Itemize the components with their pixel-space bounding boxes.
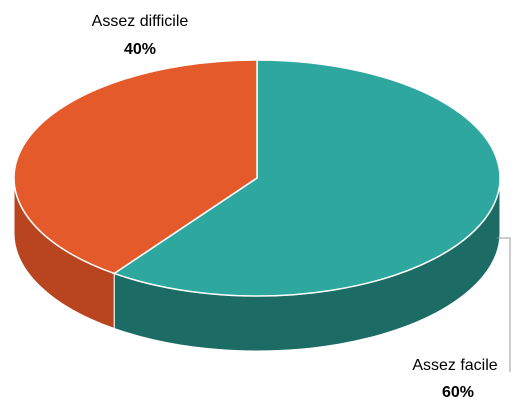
pie: [13, 59, 501, 352]
slice-value-label: 40%: [124, 41, 156, 58]
slice-value-label: 60%: [442, 384, 474, 401]
slice-label: Assez difficile: [92, 13, 189, 30]
slice: [13, 59, 258, 275]
leader-line: [497, 237, 511, 372]
slice: [112, 59, 501, 297]
slice-label: Assez facile: [412, 357, 497, 374]
